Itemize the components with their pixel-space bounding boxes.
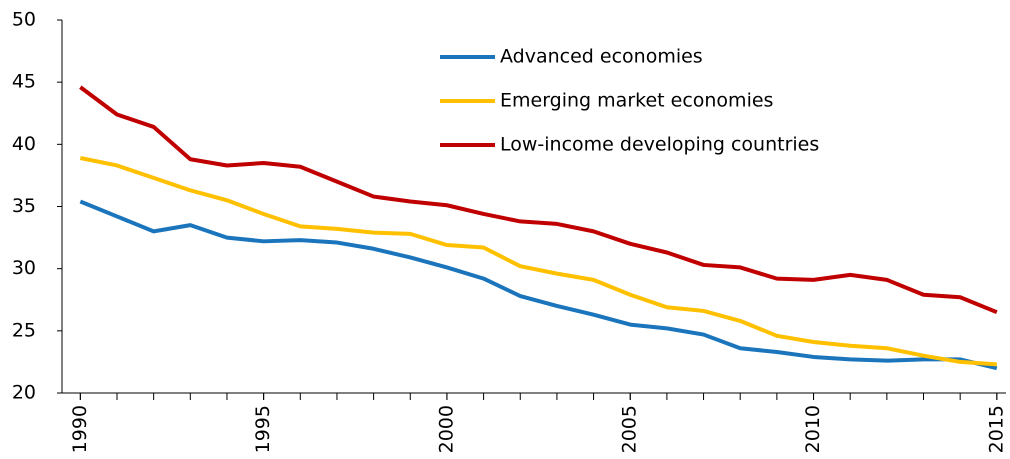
line-series <box>79 156 997 367</box>
x-tick-label: 2000 <box>435 405 457 453</box>
y-tick-label: 45 <box>12 71 36 93</box>
x-tick-label: 2015 <box>985 405 1007 453</box>
line-series <box>79 199 998 371</box>
y-tick-label: 50 <box>12 9 36 31</box>
y-tick-label: 40 <box>12 133 36 155</box>
legend-label: Low-income developing countries <box>500 134 819 156</box>
line-series <box>79 85 998 315</box>
y-tick-label: 20 <box>12 382 36 404</box>
y-tick-label: 25 <box>12 319 36 341</box>
x-tick-label: 2010 <box>802 405 824 453</box>
x-tick-label: 2005 <box>619 405 641 453</box>
x-tick-label: 1990 <box>69 405 91 453</box>
x-tick-label: 1995 <box>252 405 274 453</box>
y-tick-label: 35 <box>12 195 36 217</box>
y-tick-label: 30 <box>12 257 36 279</box>
legend-label: Emerging market economies <box>500 90 773 112</box>
legend-label: Advanced economies <box>500 46 703 68</box>
